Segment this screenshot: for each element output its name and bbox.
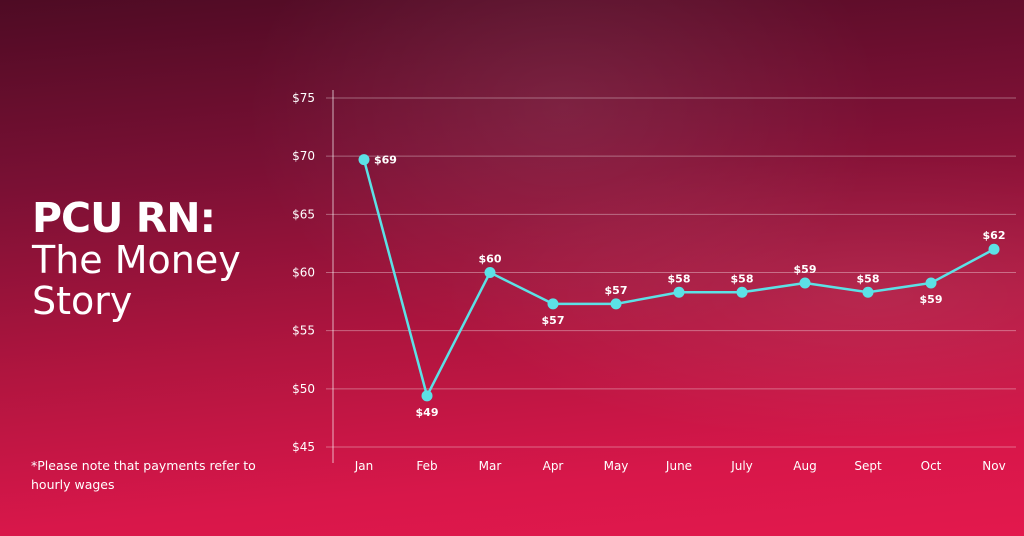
y-tick-label: $65 (292, 207, 315, 221)
data-point (610, 298, 622, 310)
x-tick-label: Aug (793, 459, 816, 473)
data-label: $58 (731, 272, 754, 285)
x-tick-label: June (665, 459, 692, 473)
title-line-2: The Money (32, 238, 241, 283)
x-tick-label: Nov (982, 459, 1005, 473)
x-tick-label: Apr (543, 459, 564, 473)
data-point (799, 277, 811, 289)
data-label: $57 (605, 284, 628, 297)
y-tick-label: $45 (292, 440, 315, 454)
data-point (925, 277, 937, 289)
y-tick-label: $55 (292, 324, 315, 338)
data-label: $58 (857, 272, 880, 285)
x-tick-label: Feb (416, 459, 437, 473)
data-point (736, 286, 748, 298)
data-label: $59 (794, 263, 817, 276)
data-point (421, 390, 433, 402)
y-tick-label: $70 (292, 149, 315, 163)
title-line-1: PCU RN: (32, 194, 216, 242)
y-tick-label: $50 (292, 382, 315, 396)
data-point (484, 267, 496, 278)
title-line-3: Story (32, 279, 133, 324)
data-point (547, 298, 559, 310)
x-tick-label: Sept (854, 459, 882, 473)
data-point (358, 154, 370, 166)
page-title: PCU RN: The Money Story (32, 196, 241, 322)
data-label: $62 (983, 229, 1006, 242)
data-point (673, 286, 685, 298)
x-tick-label: Jan (354, 459, 374, 473)
y-tick-label: $60 (292, 266, 315, 280)
data-point (862, 286, 874, 298)
x-tick-label: July (730, 459, 753, 473)
y-tick-label: $75 (292, 91, 315, 105)
data-label: $58 (668, 272, 691, 285)
data-label: $49 (416, 406, 439, 419)
x-tick-label: Mar (479, 459, 502, 473)
data-label: $57 (542, 314, 565, 327)
footnote: *Please note that payments refer to hour… (31, 458, 256, 492)
data-label: $60 (479, 253, 502, 266)
data-label: $69 (374, 154, 397, 167)
data-point (988, 243, 1000, 255)
x-tick-label: Oct (921, 459, 942, 473)
x-tick-label: May (604, 459, 629, 473)
data-label: $59 (920, 293, 943, 306)
